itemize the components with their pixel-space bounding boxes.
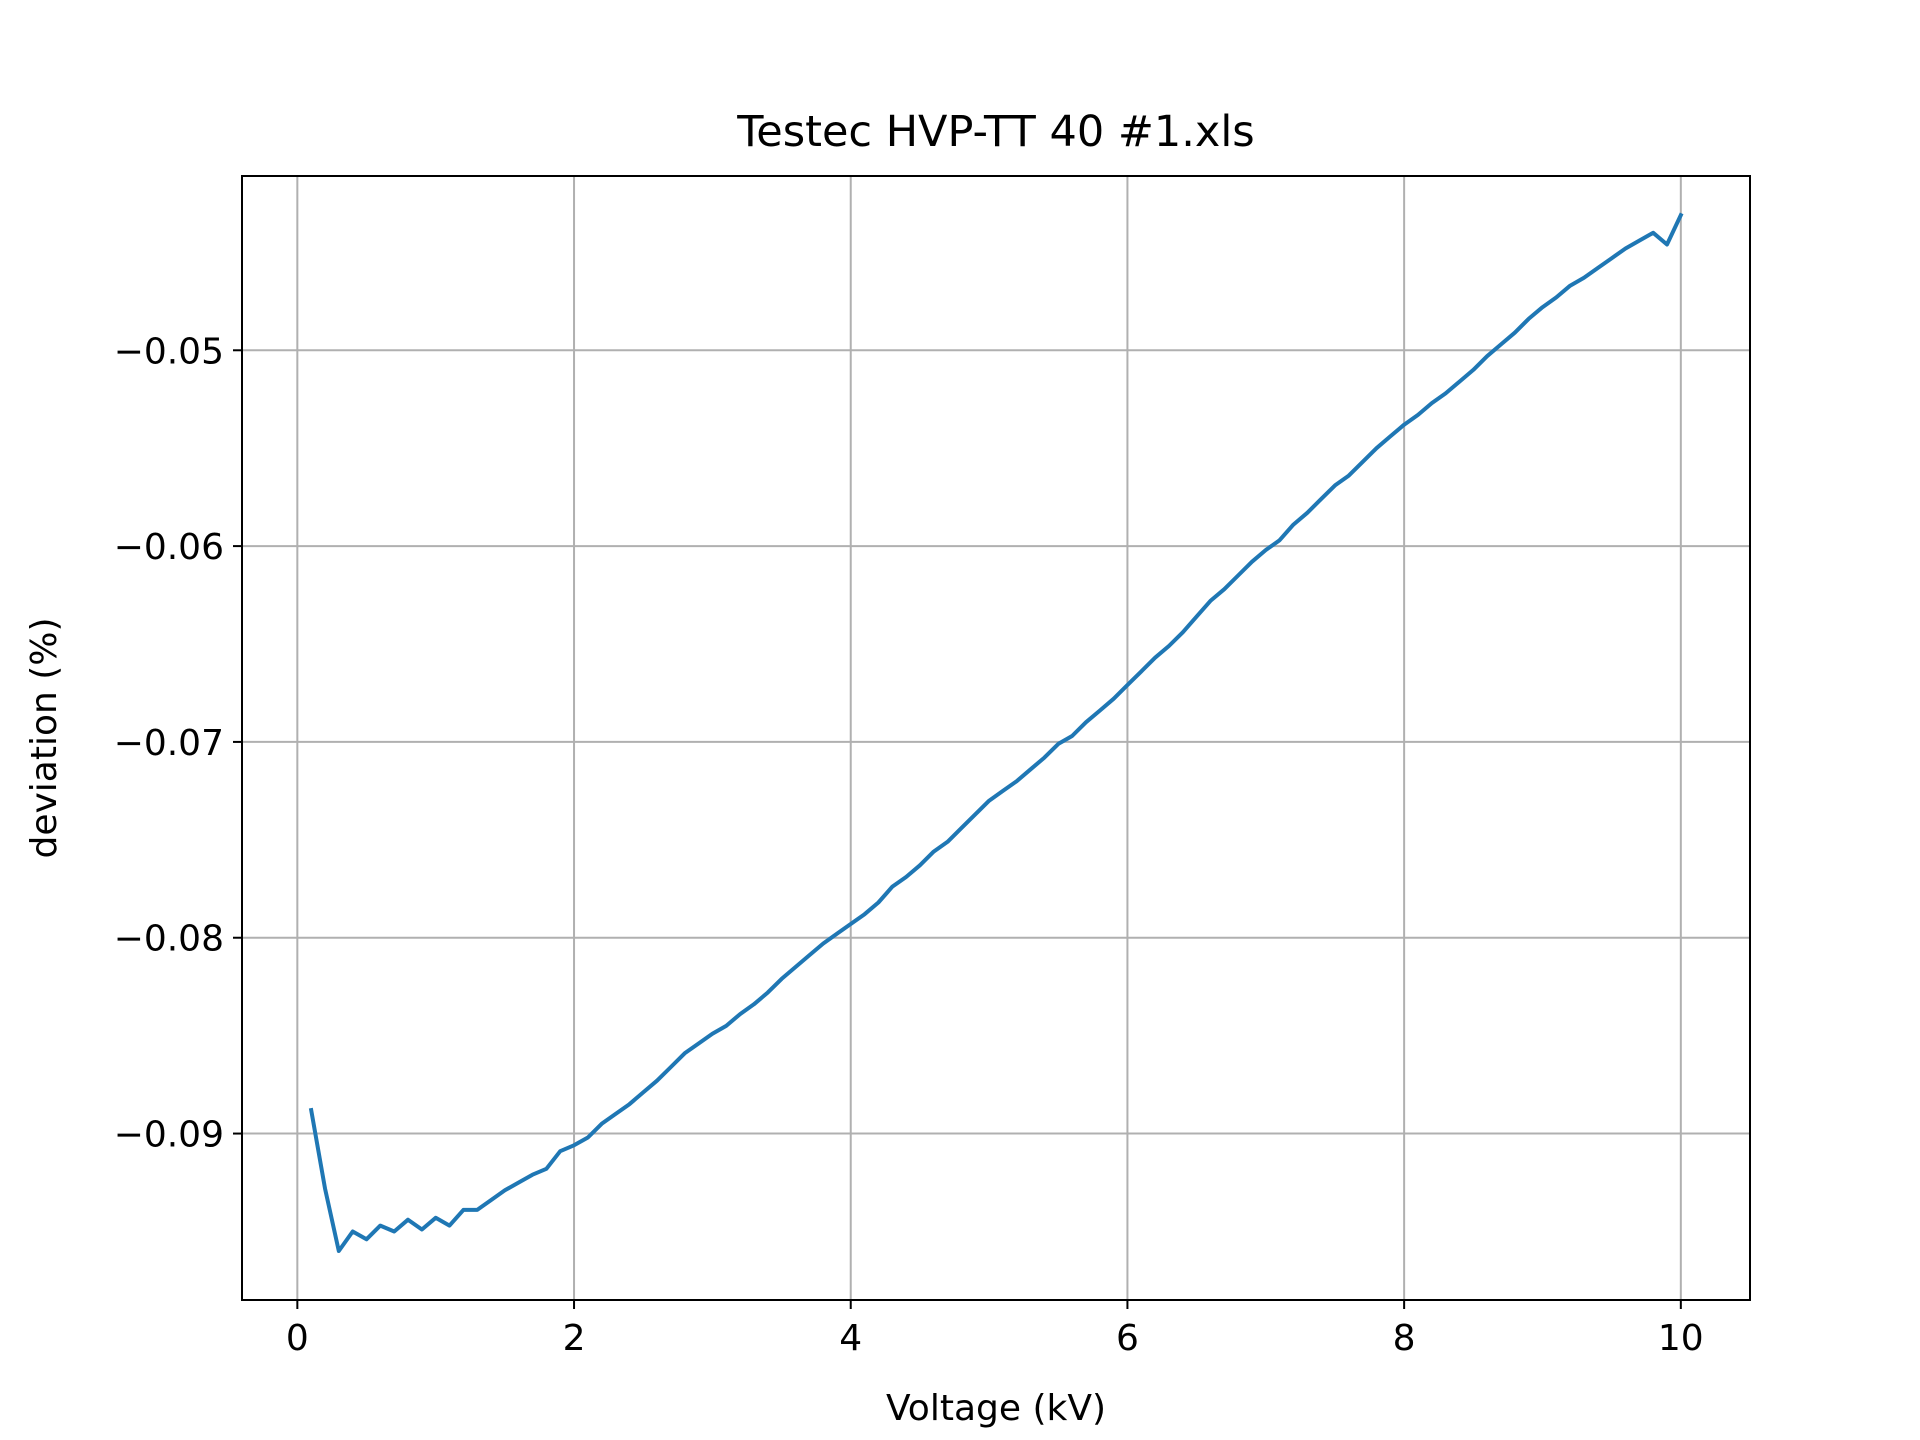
y-tick-label: −0.09	[114, 1115, 224, 1156]
x-tick-label: 2	[563, 1318, 586, 1359]
series-line	[308, 212, 1684, 1253]
x-axis-label: Voltage (kV)	[886, 1388, 1106, 1429]
x-tick-label: 0	[286, 1318, 309, 1359]
x-tick-label: 8	[1393, 1318, 1416, 1359]
x-axis-ticks: 0 2 4 6 8 10	[286, 1300, 1704, 1359]
y-tick-label: −0.07	[114, 723, 224, 764]
x-tick-label: 6	[1116, 1318, 1139, 1359]
y-tick-label: −0.08	[114, 919, 224, 960]
y-axis-ticks: −0.09 −0.08 −0.07 −0.06 −0.05	[114, 331, 242, 1156]
y-tick-label: −0.05	[114, 331, 224, 372]
chart-title: Testec HVP-TT 40 #1.xls	[736, 107, 1254, 157]
grid	[242, 176, 1750, 1300]
x-tick-label: 4	[839, 1318, 862, 1359]
axes-frame	[241, 175, 1751, 1301]
y-tick-label: −0.06	[114, 527, 224, 568]
y-axis-label: deviation (%)	[24, 617, 65, 858]
x-tick-label: 10	[1658, 1318, 1704, 1359]
series-layer	[308, 212, 1684, 1253]
